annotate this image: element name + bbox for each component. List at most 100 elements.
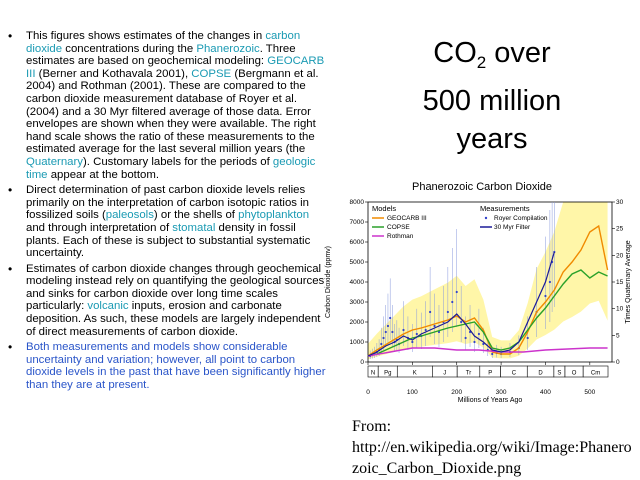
bullet-text: Direct determination of past carbon diox… bbox=[26, 184, 310, 222]
measurement-point bbox=[455, 290, 458, 294]
wiki-link[interactable]: geologic time bbox=[26, 155, 316, 181]
period-label: Cm bbox=[591, 371, 600, 377]
y-tick-label: 4000 bbox=[350, 279, 365, 286]
bullet-text: Both measurements and models show consid… bbox=[26, 341, 326, 392]
phanerozoic-co2-chart: Phanerozoic Carbon Dioxide 0100020003000… bbox=[325, 181, 632, 404]
wiki-link[interactable]: Quaternary bbox=[26, 155, 83, 168]
wiki-link[interactable]: COPSE bbox=[191, 67, 232, 80]
credit-url[interactable]: http://en.wikipedia.org/wiki/Image:Phane… bbox=[352, 439, 632, 477]
measurement-point bbox=[548, 280, 551, 284]
bullet-text: (Bergmann et al. 2004) and Rothman (2001… bbox=[26, 67, 319, 156]
y-tick-label: 8000 bbox=[350, 199, 365, 206]
chart-title: Phanerozoic Carbon Dioxide bbox=[412, 181, 552, 193]
bullet-text: Estimates of carbon dioxide changes thro… bbox=[26, 262, 325, 313]
bullet-text: inputs, erosion and carbonate deposition… bbox=[26, 300, 321, 338]
period-label: S bbox=[557, 371, 561, 377]
bullet-item: This figures shows estimates of the chan… bbox=[6, 30, 326, 181]
measurement-point bbox=[482, 342, 485, 346]
period-label: N bbox=[371, 371, 375, 377]
measurement-point bbox=[446, 310, 449, 314]
period-label: Tr bbox=[466, 371, 471, 377]
y-tick-label: 5000 bbox=[350, 259, 365, 266]
bullet-text: density in fossil plants. Each of these … bbox=[26, 221, 311, 260]
legend-title: Measurements bbox=[480, 204, 530, 213]
x-tick-label: 500 bbox=[584, 389, 595, 396]
period-label: J bbox=[443, 371, 446, 377]
wiki-link[interactable]: phytoplankton bbox=[238, 209, 310, 222]
measurement-point bbox=[411, 340, 414, 344]
wiki-link[interactable]: GEOCARB III bbox=[26, 55, 325, 80]
period-label: Pg bbox=[384, 371, 391, 377]
series-line bbox=[367, 347, 608, 357]
x-tick-label: 100 bbox=[407, 389, 418, 396]
y-right-tick-label: 5 bbox=[616, 332, 620, 339]
measurement-point bbox=[402, 328, 405, 332]
measurement-point bbox=[389, 316, 392, 320]
image-credit: From: http://en.wikipedia.org/wiki/Image… bbox=[352, 416, 636, 479]
bullet-list: This figures shows estimates of the chan… bbox=[6, 30, 326, 395]
period-box bbox=[582, 365, 609, 378]
wiki-link[interactable]: volcanic bbox=[87, 300, 129, 313]
y-right-tick-label: 0 bbox=[616, 359, 620, 366]
measurement-point bbox=[391, 330, 394, 334]
period-label: K bbox=[413, 371, 417, 377]
slide-title: CO2 over 500 million years bbox=[422, 37, 562, 155]
period-label: C bbox=[512, 371, 517, 377]
measurement-point bbox=[491, 352, 494, 356]
measurement-point bbox=[415, 332, 418, 336]
wiki-link[interactable]: carbon dioxide bbox=[26, 30, 301, 55]
y-axis-label: Carbon Dioxide (ppmv) bbox=[325, 246, 332, 318]
x-tick-label: 200 bbox=[451, 389, 462, 396]
y-right-tick-label: 10 bbox=[616, 306, 624, 313]
measurement-point bbox=[386, 324, 390, 328]
bullet-item: Both measurements and models show consid… bbox=[6, 341, 326, 391]
y-right-tick-label: 30 bbox=[616, 199, 624, 206]
y-tick-label: 1000 bbox=[350, 339, 365, 346]
wiki-link[interactable]: Phanerozoic bbox=[196, 42, 260, 55]
measurement-point bbox=[464, 336, 467, 340]
measurement-point bbox=[433, 324, 436, 328]
x-tick-label: 0 bbox=[366, 389, 370, 396]
period-label: O bbox=[572, 371, 577, 377]
error-envelope bbox=[368, 202, 608, 360]
bullet-item: Direct determination of past carbon diox… bbox=[6, 184, 326, 260]
legend-swatch bbox=[484, 216, 488, 220]
y-tick-label: 0 bbox=[360, 359, 364, 366]
measurement-point bbox=[429, 310, 432, 314]
bullet-item: Estimates of carbon dioxide changes thro… bbox=[6, 263, 326, 339]
measurement-point bbox=[526, 336, 529, 340]
y-right-tick-label: 15 bbox=[616, 279, 624, 286]
legend-title: Models bbox=[372, 204, 396, 213]
wiki-link[interactable]: stomatal bbox=[172, 221, 216, 234]
y-tick-label: 6000 bbox=[350, 239, 365, 246]
measurement-point bbox=[477, 332, 481, 336]
x-tick-label: 300 bbox=[496, 389, 507, 396]
bullet-text: This figures shows estimates of the chan… bbox=[26, 30, 266, 42]
measurement-point bbox=[451, 300, 454, 304]
plot-area: 0100020003000400050006000700080000510152… bbox=[325, 199, 632, 404]
y-tick-label: 7000 bbox=[350, 219, 365, 226]
y-tick-label: 3000 bbox=[350, 299, 365, 306]
legend-label: COPSE bbox=[387, 224, 410, 231]
bullet-text: . Three estimates are based on geochemic… bbox=[26, 42, 296, 68]
legend-label: Rothman bbox=[387, 233, 414, 240]
x-axis-label: Millions of Years Ago bbox=[458, 397, 523, 404]
y-right-tick-label: 25 bbox=[616, 226, 624, 233]
y-right-tick-label: 20 bbox=[616, 252, 624, 259]
bullet-text: ) or the shells of bbox=[153, 209, 239, 222]
series-line bbox=[367, 269, 608, 357]
y-tick-label: 2000 bbox=[350, 319, 365, 326]
wiki-link[interactable]: paleosols bbox=[105, 209, 154, 222]
y-right-axis-label: Times Quaternary Average bbox=[625, 240, 632, 323]
x-tick-label: 400 bbox=[540, 389, 551, 396]
period-label: P bbox=[488, 371, 492, 377]
measurement-point bbox=[544, 294, 547, 298]
legend-label: Royer Compilation bbox=[494, 215, 548, 222]
legend-label: GEOCARB III bbox=[387, 215, 427, 222]
bullet-text: (Berner and Kothavala 2001), bbox=[35, 67, 192, 80]
bullet-text: and through interpretation of bbox=[26, 221, 173, 234]
bullet-text: ). Customary labels for the periods of bbox=[82, 155, 273, 168]
series-line bbox=[367, 251, 555, 357]
measurement-point bbox=[473, 340, 476, 344]
measurement-point bbox=[460, 320, 463, 324]
